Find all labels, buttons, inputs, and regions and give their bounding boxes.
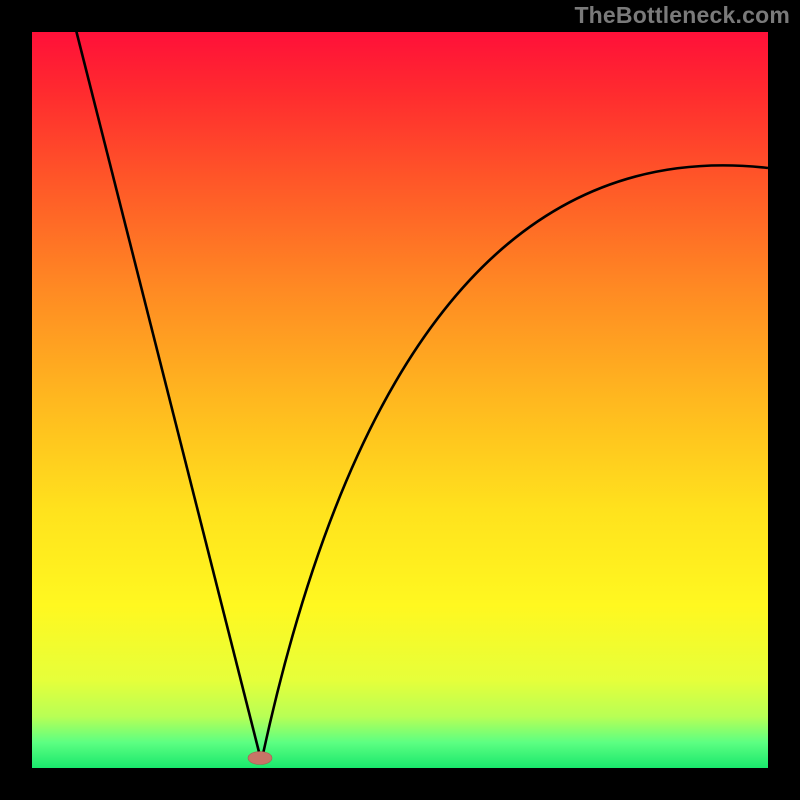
dip-marker: [248, 752, 272, 765]
plot-area-gradient: [32, 32, 768, 768]
chart-svg: [0, 0, 800, 800]
watermark-text: TheBottleneck.com: [574, 2, 790, 29]
chart-container: TheBottleneck.com: [0, 0, 800, 800]
